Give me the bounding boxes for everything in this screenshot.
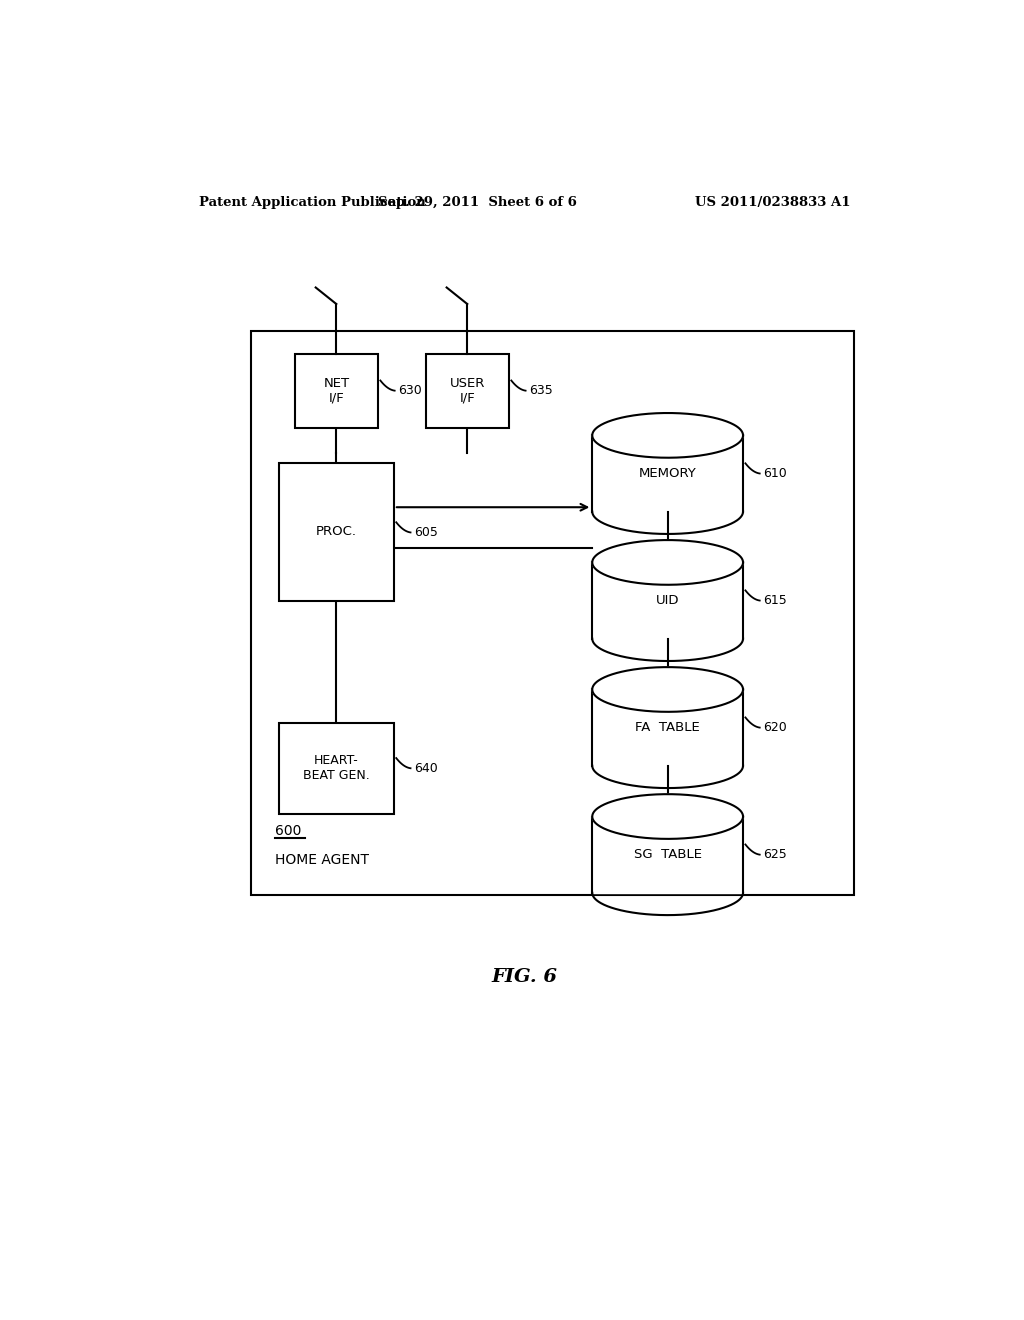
Text: UID: UID <box>656 594 679 607</box>
Polygon shape <box>592 795 743 840</box>
Text: SG  TABLE: SG TABLE <box>634 849 701 861</box>
Text: 600: 600 <box>274 824 301 838</box>
Text: 620: 620 <box>763 721 786 734</box>
Polygon shape <box>592 436 743 512</box>
Text: Patent Application Publication: Patent Application Publication <box>200 195 426 209</box>
Polygon shape <box>592 667 743 711</box>
Polygon shape <box>592 413 743 458</box>
Bar <box>279 463 394 601</box>
Text: HEART-
BEAT GEN.: HEART- BEAT GEN. <box>303 754 370 783</box>
Bar <box>279 722 394 814</box>
Bar <box>251 331 854 895</box>
Text: 635: 635 <box>528 384 553 397</box>
Text: PROC.: PROC. <box>315 525 356 539</box>
Text: MEMORY: MEMORY <box>639 467 696 480</box>
Text: 625: 625 <box>763 849 786 861</box>
Text: HOME AGENT: HOME AGENT <box>274 853 369 867</box>
Text: FIG. 6: FIG. 6 <box>492 968 558 986</box>
Text: 640: 640 <box>414 762 437 775</box>
Polygon shape <box>592 817 743 892</box>
Text: 615: 615 <box>763 594 786 607</box>
Text: 630: 630 <box>397 384 422 397</box>
Text: Sep. 29, 2011  Sheet 6 of 6: Sep. 29, 2011 Sheet 6 of 6 <box>378 195 577 209</box>
Bar <box>426 354 509 428</box>
Text: US 2011/0238833 A1: US 2011/0238833 A1 <box>694 195 850 209</box>
Polygon shape <box>592 540 743 585</box>
Text: USER
I/F: USER I/F <box>450 376 485 405</box>
Text: FA  TABLE: FA TABLE <box>635 721 700 734</box>
Polygon shape <box>592 689 743 766</box>
Text: 610: 610 <box>763 467 786 480</box>
Bar <box>295 354 378 428</box>
Text: 605: 605 <box>414 525 437 539</box>
Text: NET
I/F: NET I/F <box>324 376 349 405</box>
Polygon shape <box>592 562 743 639</box>
